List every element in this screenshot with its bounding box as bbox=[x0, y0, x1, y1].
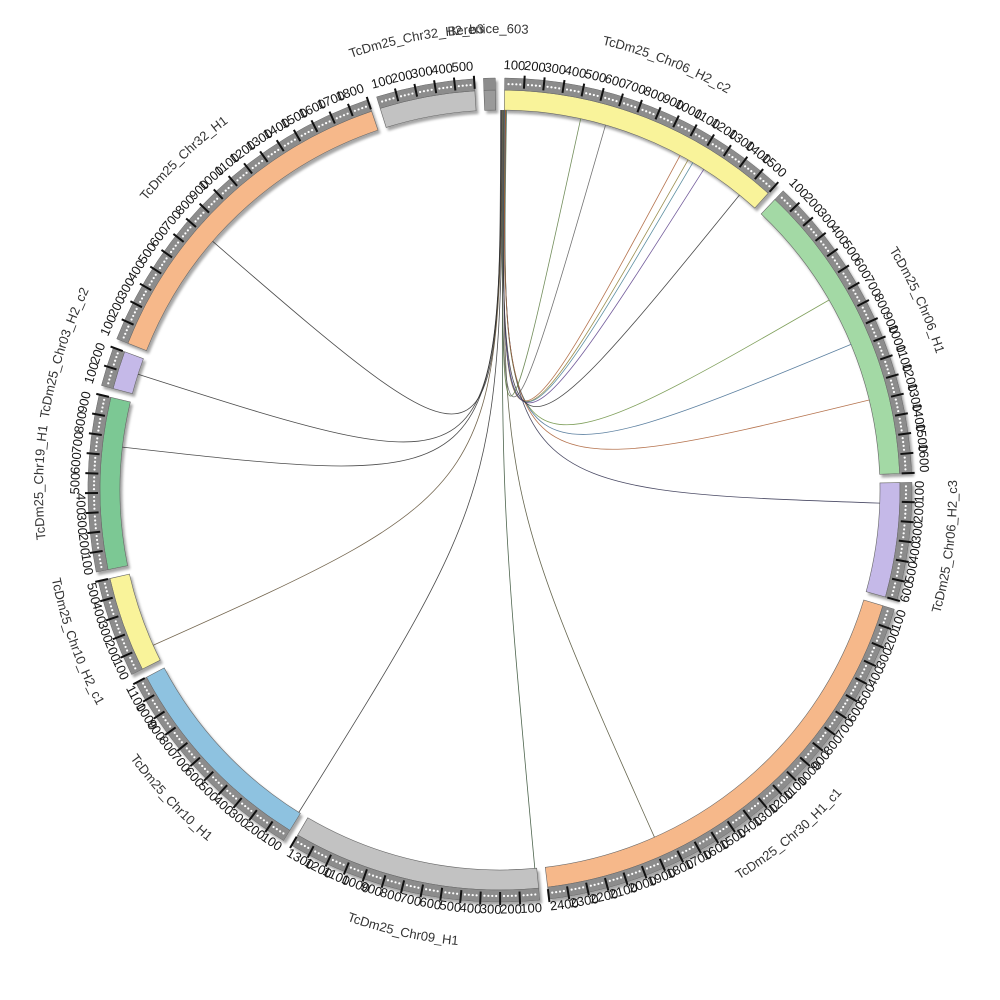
svg-text:500: 500 bbox=[67, 472, 83, 494]
svg-text:1600: 1600 bbox=[916, 443, 932, 473]
svg-text:200: 200 bbox=[910, 500, 927, 523]
svg-text:100: 100 bbox=[520, 900, 542, 916]
svg-text:300: 300 bbox=[908, 520, 926, 543]
svg-text:200: 200 bbox=[500, 902, 522, 917]
svg-text:400: 400 bbox=[73, 493, 88, 515]
svg-text:200: 200 bbox=[76, 533, 93, 556]
svg-text:100: 100 bbox=[503, 57, 526, 73]
svg-text:300: 300 bbox=[480, 901, 502, 917]
svg-text:500: 500 bbox=[439, 897, 463, 915]
svg-text:400: 400 bbox=[430, 60, 453, 77]
svg-text:500: 500 bbox=[451, 58, 474, 74]
svg-text:400: 400 bbox=[459, 900, 482, 917]
svg-text:100: 100 bbox=[911, 481, 927, 503]
svg-text:300: 300 bbox=[74, 513, 90, 536]
